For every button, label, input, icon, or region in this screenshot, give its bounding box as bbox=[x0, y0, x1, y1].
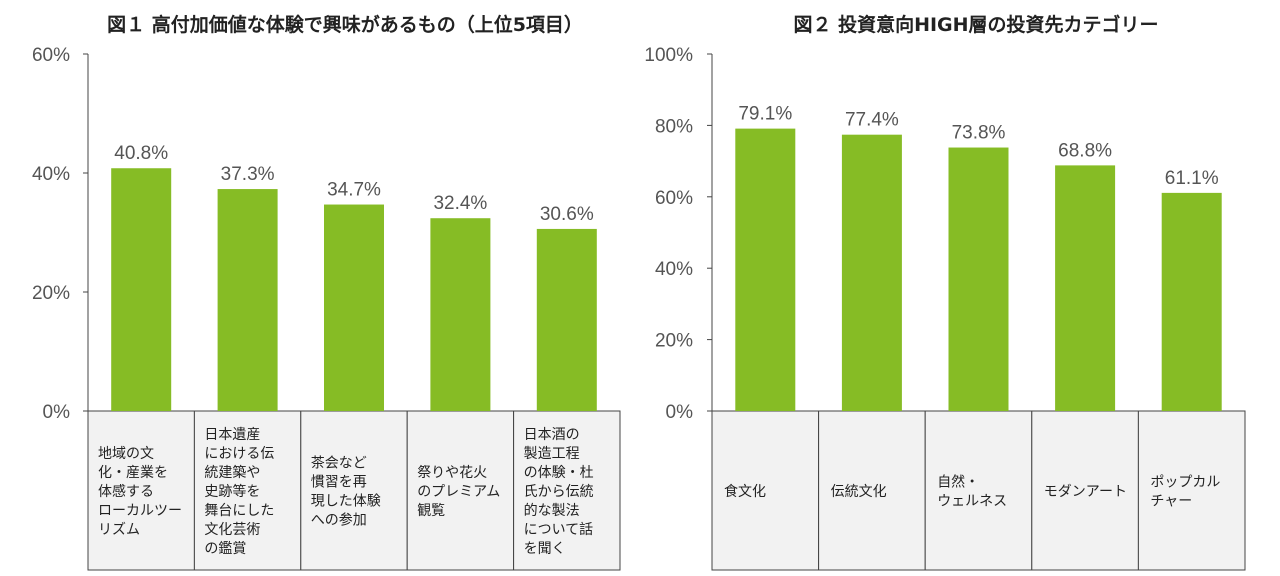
chart1-title: 図１ 高付加価値な体験で興味があるもの（上位5項目） bbox=[107, 13, 583, 36]
chart1-category-label: を聞く bbox=[524, 541, 566, 557]
chart1-category-label: 氏から伝統 bbox=[524, 484, 594, 500]
chart1-y-tick-label: 20% bbox=[32, 283, 70, 304]
chart1-category-label: のプレミアム bbox=[417, 484, 500, 500]
chart2-title: 図２ 投資意向HIGH層の投資先カテゴリー bbox=[793, 13, 1158, 36]
chart1-category-label: について話 bbox=[524, 521, 594, 538]
chart2-y-tick-label: 80% bbox=[655, 116, 693, 137]
chart1-category-label: の体験・杜 bbox=[524, 465, 594, 481]
chart1-data-label: 34.7% bbox=[327, 180, 381, 201]
chart1-data-label: 30.6% bbox=[540, 204, 594, 225]
chart2-category-cell bbox=[1137, 410, 1246, 571]
chart1-category-label: における伝 bbox=[204, 446, 274, 462]
chart1-category-label: 観覧 bbox=[417, 502, 445, 519]
chart2-category-cell bbox=[924, 410, 1033, 571]
chart2-data-label: 77.4% bbox=[845, 110, 899, 131]
chart2-bar bbox=[841, 134, 902, 411]
chart1-category-label: 史跡等を bbox=[204, 483, 260, 500]
chart1-category-label: 統建築や bbox=[204, 465, 260, 481]
chart1-category-label: の鑑賞 bbox=[204, 540, 246, 557]
chart1-category-label: 体感する bbox=[98, 483, 154, 500]
chart2-category-label: ウェルネス bbox=[937, 493, 1007, 509]
chart2-category-label: 伝統文化 bbox=[831, 484, 887, 500]
chart1-category-label: 日本遺産 bbox=[204, 427, 260, 443]
chart1-bar bbox=[111, 168, 172, 411]
chart1-category-label: 製造工程 bbox=[524, 446, 580, 462]
chart1-bar bbox=[324, 204, 384, 411]
chart2-bar bbox=[1161, 192, 1222, 411]
chart2-category-label: モダンアート bbox=[1044, 484, 1127, 500]
chart1-y-tick-label: 0% bbox=[43, 402, 71, 423]
chart1-category-label: 慣習を再 bbox=[311, 473, 367, 490]
chart2-bar bbox=[1055, 165, 1116, 411]
chart1-bar bbox=[430, 218, 491, 411]
chart2-data-label: 68.8% bbox=[1058, 140, 1112, 161]
chart1-category-cell bbox=[193, 410, 302, 571]
chart1-category-label: 現した体験 bbox=[311, 493, 381, 509]
chart2-y-tick-label: 60% bbox=[655, 188, 693, 209]
chart1-data-label: 40.8% bbox=[114, 143, 168, 164]
chart2-data-label: 73.8% bbox=[952, 123, 1006, 144]
chart2-bar bbox=[948, 147, 1009, 411]
chart2-y-tick-label: 40% bbox=[655, 259, 693, 280]
chart1-bar bbox=[536, 228, 597, 411]
chart1-category-cell bbox=[300, 410, 408, 571]
chart2-data-label: 61.1% bbox=[1165, 168, 1219, 189]
chart1-category-label: 的な製法 bbox=[524, 503, 580, 519]
chart1-category-label: への参加 bbox=[311, 511, 367, 528]
chart2-y-tick-label: 100% bbox=[644, 45, 693, 66]
chart1-category-label: 日本酒の bbox=[524, 427, 580, 443]
chart1-category-label: 文化芸術 bbox=[204, 522, 260, 538]
chart2-category-label: チャー bbox=[1150, 493, 1192, 509]
chart2-category-label: 食文化 bbox=[724, 483, 766, 500]
chart1-y-tick-label: 60% bbox=[32, 45, 70, 66]
chart2-bar bbox=[735, 128, 796, 411]
chart2-y-tick-label: 20% bbox=[655, 331, 693, 352]
chart1-category-label: リズム bbox=[98, 522, 140, 538]
chart1-category-label: 茶会など bbox=[311, 455, 367, 471]
chart2-category-cell bbox=[711, 410, 820, 571]
chart1-category-label: 地域の文 bbox=[98, 446, 154, 462]
chart1-y-tick-label: 40% bbox=[32, 164, 70, 185]
chart1-category-label: 化・産業を bbox=[98, 465, 168, 481]
chart1-category-cell bbox=[87, 410, 195, 571]
chart2-category-cell bbox=[818, 410, 926, 571]
chart1-category-label: 祭りや花火 bbox=[417, 465, 487, 481]
chart1-data-label: 32.4% bbox=[433, 193, 487, 214]
chart1-data-label: 37.3% bbox=[221, 164, 275, 185]
chart1-category-label: 舞台にした bbox=[204, 503, 274, 519]
chart2-data-label: 79.1% bbox=[738, 104, 792, 125]
chart2-category-label: ポップカル bbox=[1150, 474, 1220, 490]
chart1-bar bbox=[217, 189, 278, 411]
chart1-category-label: ローカルツー bbox=[98, 503, 182, 519]
chart2-y-tick-label: 0% bbox=[666, 402, 694, 423]
chart2-category-label: 自然・ bbox=[937, 473, 979, 490]
chart2-category-cell bbox=[1031, 410, 1139, 571]
